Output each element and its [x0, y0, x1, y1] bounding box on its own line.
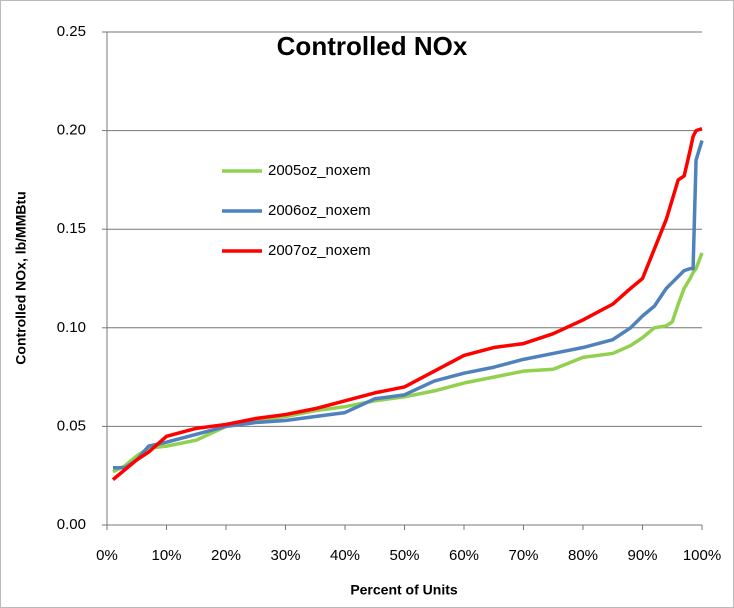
x-tick-label: 50%	[389, 547, 419, 564]
x-tick-label: 10%	[151, 547, 181, 564]
chart-title: Controlled NOx	[277, 31, 468, 61]
legend-text: 2006oz_noxem	[268, 202, 371, 219]
y-tick-label: 0.20	[57, 122, 86, 139]
legend-text: 2007oz_noxem	[268, 242, 371, 259]
y-tick-label: 0.10	[57, 319, 86, 336]
x-tick-label: 60%	[449, 547, 479, 564]
x-axis-title: Percent of Units	[350, 582, 458, 598]
x-tick-label: 100%	[683, 547, 721, 564]
x-tick-label: 0%	[96, 547, 118, 564]
x-tick-label: 30%	[270, 547, 300, 564]
series-line	[112, 252, 704, 474]
legend-text: 2005oz_noxem	[268, 162, 371, 179]
y-tick-label: 0.05	[57, 417, 86, 434]
series-line	[112, 139, 704, 470]
series-line	[111, 126, 703, 481]
y-tick-label: 0.25	[57, 23, 86, 40]
x-tick-label: 40%	[330, 547, 360, 564]
y-axis-title: Controlled NOx, lb/MMBtu	[13, 191, 29, 364]
x-tick-label: 70%	[508, 547, 538, 564]
x-tick-label: 20%	[211, 547, 241, 564]
x-tick-label: 90%	[627, 547, 657, 564]
x-tick-label: 80%	[568, 547, 598, 564]
y-tick-label: 0.00	[57, 516, 86, 533]
y-tick-label: 0.15	[57, 220, 86, 237]
